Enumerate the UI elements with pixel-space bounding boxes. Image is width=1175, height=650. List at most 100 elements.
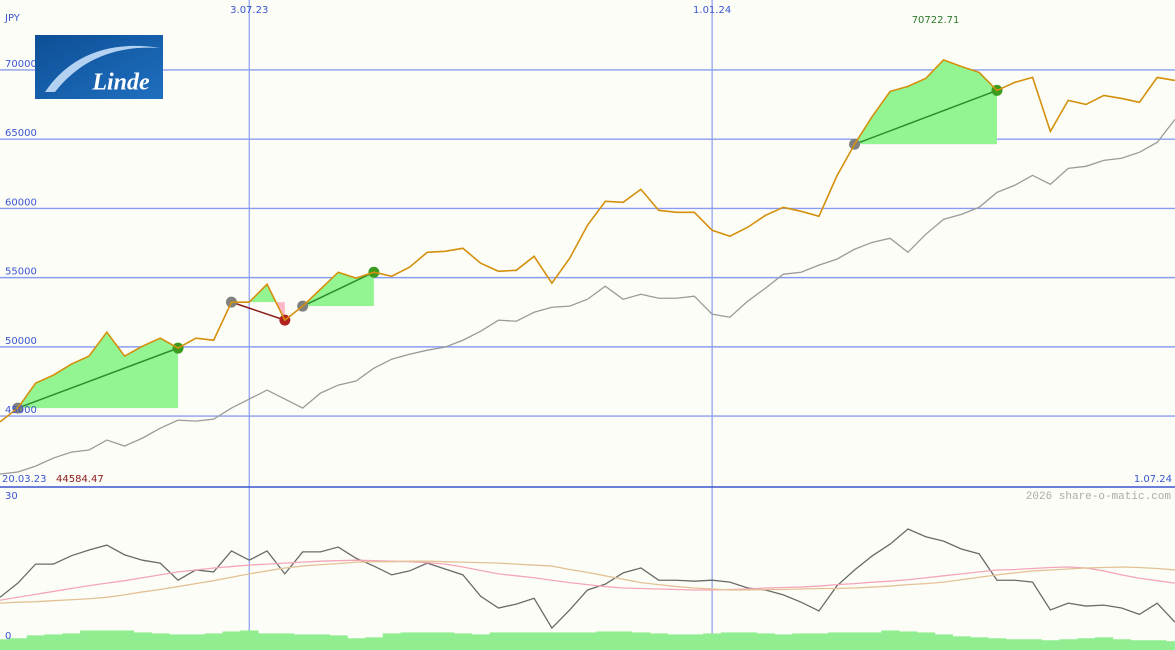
volume-bar — [44, 634, 63, 650]
line-layer — [0, 118, 1175, 650]
volume-bar — [204, 633, 224, 650]
credit: 2026 share-o-matic.com — [1026, 491, 1172, 503]
volume-bar — [1005, 639, 1025, 650]
volume-bar — [952, 636, 971, 650]
volume-bar — [169, 634, 188, 650]
volume-bar — [560, 632, 580, 650]
volume-bar — [1094, 637, 1114, 650]
volume-bar — [685, 634, 704, 650]
volume-bar — [810, 633, 829, 650]
trade-line — [17, 347, 179, 409]
y-tick-label: 45000 — [5, 405, 37, 416]
x-tick-label: 1.01.24 — [693, 5, 731, 16]
trade-gain-area — [854, 59, 997, 145]
marker-layer — [0, 58, 1175, 423]
volume-bar — [881, 630, 900, 650]
volume-bar — [258, 633, 277, 650]
volume-bar — [667, 634, 686, 650]
volume-bar — [62, 633, 81, 650]
volume-bar — [542, 632, 562, 650]
volume-bar — [133, 632, 152, 650]
trade-line — [302, 271, 375, 307]
volume-bar — [934, 634, 953, 650]
volume-bar — [863, 632, 882, 650]
volume-bar — [507, 632, 526, 650]
y-tick-label: 70000 — [5, 59, 37, 70]
volume-bar — [1166, 641, 1175, 650]
volume-bar — [578, 632, 597, 650]
volume-bar — [649, 633, 669, 650]
volume-bar — [8, 638, 28, 650]
y-tick-label: 0 — [5, 631, 11, 642]
volume-bar — [418, 632, 437, 650]
volume-bar — [614, 631, 633, 650]
volume-bar — [1059, 639, 1078, 650]
trade-gain-area — [231, 284, 285, 303]
volume-bar — [0, 639, 10, 650]
series-line — [0, 58, 1175, 423]
volume-bar — [471, 634, 491, 650]
y-tick-label: 50000 — [5, 336, 37, 347]
series-line — [0, 118, 1175, 475]
volume-bar — [1041, 640, 1060, 650]
volume-bar — [899, 631, 918, 650]
volume-bar — [738, 632, 758, 650]
volume-bar — [347, 638, 366, 650]
volume-bar — [596, 631, 615, 650]
trade-gain-area — [17, 332, 179, 409]
volume-bar — [400, 632, 419, 650]
volume-bar — [703, 633, 722, 650]
volume-bar — [311, 634, 330, 650]
volume-bar — [115, 630, 135, 650]
volume-bar — [489, 632, 508, 650]
x-tick-label: 3.07.23 — [230, 5, 268, 16]
volume-bar — [525, 632, 544, 650]
volume-bar — [436, 632, 455, 650]
volume-bar — [1077, 638, 1096, 650]
x-tick-label: 20.03.23 — [2, 474, 47, 485]
volume-bar — [453, 633, 473, 650]
volume-bar — [293, 634, 313, 650]
volume-bar — [1112, 639, 1131, 650]
volume-bar — [827, 632, 847, 650]
trade-line — [854, 89, 998, 145]
volume-bar — [275, 633, 295, 650]
trade-line — [231, 301, 286, 321]
volume-bar — [222, 631, 241, 650]
logo: Linde — [35, 35, 163, 99]
volume-bar — [845, 632, 864, 650]
volume-bar — [970, 637, 989, 650]
volume-bar — [721, 632, 740, 650]
volume-bar — [988, 638, 1007, 650]
y-tick-label: 30 — [5, 491, 18, 502]
volume-bar — [151, 633, 170, 650]
volume-bar — [80, 630, 99, 650]
volume-bar — [774, 634, 793, 650]
trade-loss-area — [231, 302, 285, 321]
volume-bar — [1130, 640, 1149, 650]
series-line — [0, 560, 1175, 604]
volume-bar — [1148, 640, 1167, 650]
volume-bar — [240, 630, 259, 650]
y-tick-label: 65000 — [5, 128, 37, 139]
max-label: 70722.71 — [912, 15, 960, 26]
series-line — [0, 559, 1175, 601]
logo-swoosh — [45, 45, 160, 92]
volume-bar — [916, 632, 936, 650]
volume-bar — [1023, 639, 1042, 650]
volume-bar — [382, 633, 402, 650]
label-layer: JPY 2026 share-o-matic.com 20.03.23 3.07.… — [2, 5, 1172, 642]
volume-bar — [756, 633, 775, 650]
volume-bar — [364, 637, 384, 650]
volume-bar — [97, 630, 117, 650]
volume-bar — [329, 635, 348, 650]
x-tick-label: 1.07.24 — [1134, 474, 1172, 485]
volume-bar — [186, 634, 206, 650]
y-tick-label: 55000 — [5, 267, 37, 278]
y-tick-label: 60000 — [5, 197, 37, 208]
min-label: 44584.47 — [56, 474, 104, 485]
